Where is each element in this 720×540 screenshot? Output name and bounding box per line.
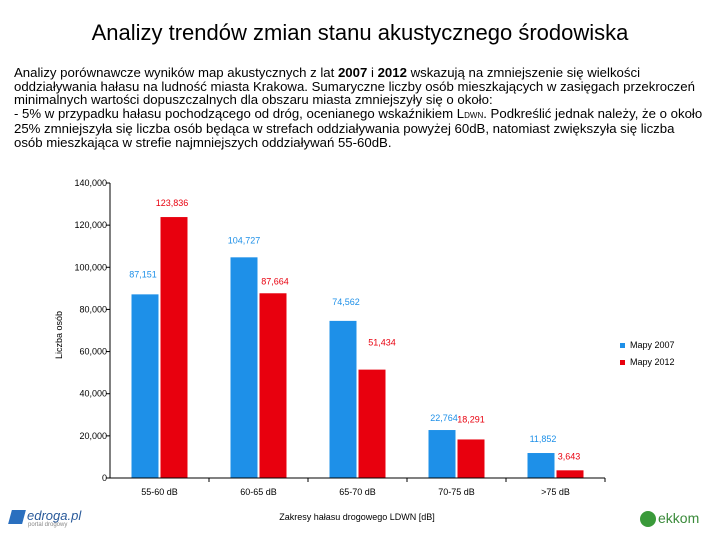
y-tick-label: 40,000 bbox=[79, 389, 107, 399]
para-bullet: - 5% w przypadku hałasu pochodzącego od … bbox=[14, 105, 465, 121]
ekkom-leaf-icon bbox=[640, 511, 656, 528]
bar-2012-3 bbox=[457, 439, 485, 478]
page-title: Analizy trendów zmian stanu akustycznego… bbox=[91, 20, 629, 45]
legend-swatch-0 bbox=[620, 343, 625, 348]
bar-2012-0 bbox=[160, 217, 188, 478]
y-tick-label: 100,000 bbox=[74, 262, 107, 272]
legend-label-0: Mapy 2007 bbox=[630, 340, 675, 350]
y-tick-label: 120,000 bbox=[74, 220, 107, 230]
bar-2007-1 bbox=[230, 257, 258, 478]
para-bullet-rest: . Podkreślić jednak należy, że o około 2… bbox=[14, 105, 703, 150]
legend-swatch-1 bbox=[620, 360, 625, 365]
ekkom-logo-text: ekkom bbox=[658, 510, 700, 526]
data-label-2007-3: 22,764 bbox=[430, 413, 458, 423]
y-tick-label: 0 bbox=[102, 473, 107, 483]
data-label-2012-3: 18,291 bbox=[457, 414, 485, 424]
edroga-logo: edroga.pl portal drogowy bbox=[8, 508, 82, 528]
legend-label-1: Mapy 2012 bbox=[630, 357, 675, 367]
para-text-b: i bbox=[367, 65, 378, 80]
data-label-2012-1: 87,664 bbox=[261, 276, 289, 286]
description-paragraph: Analizy porównawcze wyników map akustycz… bbox=[14, 66, 704, 150]
x-tick-label: >75 dB bbox=[541, 487, 570, 497]
data-label-2012-4: 3,643 bbox=[558, 451, 581, 461]
data-label-2007-1: 104,727 bbox=[228, 235, 261, 245]
bar-2007-0 bbox=[131, 294, 159, 478]
data-label-2007-4: 11,852 bbox=[530, 434, 557, 444]
data-label-2012-2: 51,434 bbox=[368, 338, 396, 348]
y-tick-label: 140,000 bbox=[74, 178, 107, 188]
bar-2012-2 bbox=[358, 369, 386, 478]
edroga-logo-subtitle: portal drogowy bbox=[28, 521, 68, 528]
bar-2007-2 bbox=[329, 320, 357, 478]
y-tick-label: 60,000 bbox=[79, 347, 107, 357]
para-year-2012: 2012 bbox=[377, 65, 407, 80]
x-tick-label: 60-65 dB bbox=[240, 487, 277, 497]
data-label-2007-2: 74,562 bbox=[332, 297, 360, 307]
x-axis-label: Zakresy hałasu drogowego LDWN [dB] bbox=[279, 512, 435, 522]
para-bullet-sub: DWN bbox=[464, 110, 484, 120]
y-tick-label: 20,000 bbox=[79, 431, 107, 441]
data-label-2007-0: 87,151 bbox=[129, 269, 157, 279]
edroga-logo-icon bbox=[8, 509, 26, 524]
para-text-c: wskazują na zmniejszenie się wielkości o… bbox=[14, 65, 695, 108]
ekkom-logo: ekkom bbox=[640, 510, 700, 528]
bar-2007-4 bbox=[527, 453, 555, 478]
bar-2012-4 bbox=[556, 470, 584, 478]
para-text-a: Analizy porównawcze wyników map akustycz… bbox=[14, 65, 338, 80]
y-axis-label: Liczba osób bbox=[54, 311, 64, 359]
para-year-2007: 2007 bbox=[337, 65, 368, 80]
data-label-2012-0: 123,836 bbox=[156, 198, 189, 208]
bar-2007-3 bbox=[428, 430, 456, 478]
x-tick-label: 65-70 dB bbox=[339, 487, 376, 497]
y-tick-label: 80,000 bbox=[79, 304, 107, 314]
x-tick-label: 55-60 dB bbox=[141, 487, 178, 497]
bar-2012-1 bbox=[259, 293, 287, 478]
edroga-logo-text: edroga.pl bbox=[27, 508, 82, 523]
x-tick-label: 70-75 dB bbox=[438, 487, 475, 497]
